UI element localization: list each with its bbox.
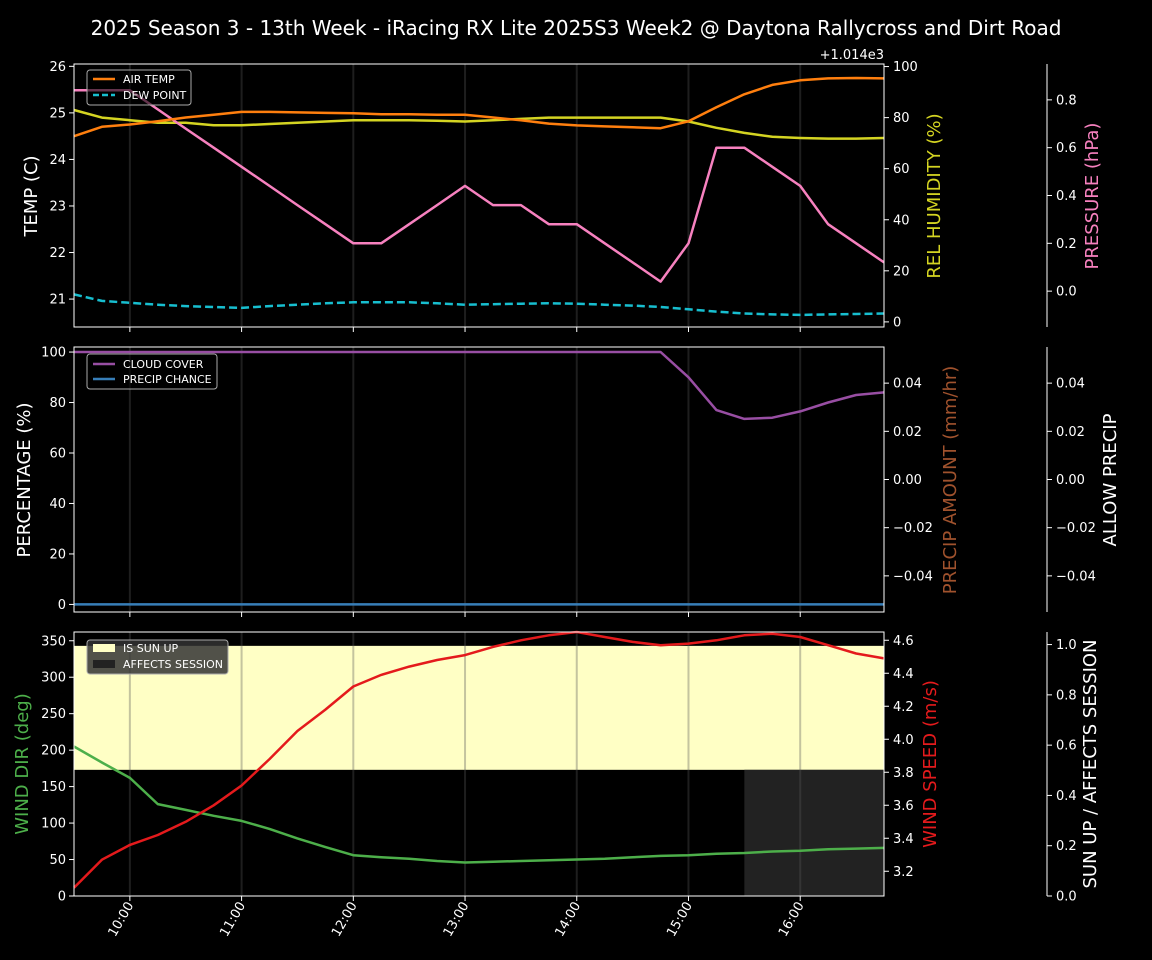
y-tick-label: 40 bbox=[49, 497, 66, 512]
y3-tick-label: 0.0 bbox=[1056, 285, 1077, 300]
y3-tick-label: 0.04 bbox=[1056, 377, 1085, 392]
y-tick-label: 26 bbox=[49, 60, 66, 75]
y3-tick-label: 0.0 bbox=[1056, 890, 1077, 905]
y3-tick-label: 0.00 bbox=[1056, 473, 1085, 488]
wind-legend: IS SUN UP AFFECTS SESSION bbox=[86, 639, 229, 675]
wind-panel-frame bbox=[73, 631, 885, 897]
y2-tick-label: −0.02 bbox=[893, 521, 933, 536]
legend-box bbox=[86, 353, 218, 390]
temperature-legend: AIR TEMP DEW POINT bbox=[86, 69, 192, 106]
y3-tick-label: −0.04 bbox=[1056, 569, 1096, 584]
cloud-cover-line bbox=[74, 350, 885, 421]
y-tick-label: 60 bbox=[49, 447, 66, 462]
temperature-panel-frame bbox=[73, 63, 885, 328]
precipitation-panel: 0 20 40 60 80 100 −0.04 −0.02 0.00 0.02 0.04 −0.04 −… bbox=[14, 346, 1121, 617]
y2-tick-label: 100 bbox=[893, 60, 918, 75]
chart-title: 2025 Season 3 - 13th Week - iRacing RX L… bbox=[91, 16, 1062, 40]
y-tick-label: 21 bbox=[49, 293, 66, 308]
pressure-axis-label: PRESSURE (hPa) bbox=[1082, 123, 1103, 270]
affects-session-legend-swatch bbox=[93, 660, 115, 668]
y-tick-label: 80 bbox=[49, 396, 66, 411]
y3-tick-label: 0.8 bbox=[1056, 93, 1077, 108]
y3-tick-label: 0.2 bbox=[1056, 237, 1077, 252]
wind-speed-axis-label: WIND SPEED (m/s) bbox=[920, 680, 941, 848]
wind-panel: 0 50 100 150 200 250 300 350 3.2 3.4 3.6 3.8 4.0 4.2 4… bbox=[12, 630, 1101, 905]
pressure-line bbox=[74, 89, 885, 283]
wind-dir-line bbox=[73, 745, 885, 864]
y2-tick-label: 80 bbox=[893, 111, 910, 126]
sun-up-legend-label: IS SUN UP bbox=[123, 642, 179, 655]
y-tick-label: 23 bbox=[49, 199, 66, 214]
y-tick-label: 100 bbox=[41, 346, 66, 361]
sun-up-legend-swatch bbox=[93, 644, 115, 652]
y2-tick-label: −0.04 bbox=[893, 569, 933, 584]
y3-tick-label: −0.02 bbox=[1056, 521, 1096, 536]
y2-tick-label: 0.04 bbox=[893, 377, 922, 392]
sun-up-axis-label: SUN UP / AFFECTS SESSION bbox=[1080, 639, 1101, 888]
temperature-panel: 2122232425260204060801000.00.20.40.60.8 … bbox=[21, 48, 1103, 332]
y2-tick-label: 60 bbox=[893, 162, 910, 177]
y-tick-label: 300 bbox=[41, 671, 66, 686]
precip-amount-axis-label: PRECIP AMOUNT (mm/hr) bbox=[940, 366, 961, 595]
y3-tick-label: 1.0 bbox=[1056, 638, 1077, 653]
precipitation-legend: CLOUD COVER PRECIP CHANCE bbox=[86, 353, 218, 390]
y2-tick-label: 3.6 bbox=[893, 799, 914, 814]
y-tick-label: 150 bbox=[41, 780, 66, 795]
y-tick-label: 350 bbox=[41, 634, 66, 649]
y2-tick-label: 4.0 bbox=[893, 733, 914, 748]
y2-tick-label: 3.8 bbox=[893, 766, 914, 781]
y-tick-label: 20 bbox=[49, 547, 66, 562]
y-tick-label: 200 bbox=[41, 744, 66, 759]
y-tick-label: 250 bbox=[41, 707, 66, 722]
y2-tick-label: 3.2 bbox=[893, 865, 914, 880]
wind-dir-axis-label: WIND DIR (deg) bbox=[12, 693, 33, 835]
y2-tick-label: 4.6 bbox=[893, 634, 914, 649]
temperature-axis-label: TEMP (C) bbox=[21, 155, 42, 237]
y2-tick-label: 0.02 bbox=[893, 425, 922, 440]
y2-tick-label: 0 bbox=[893, 315, 901, 330]
y3-tick-label: 0.4 bbox=[1056, 189, 1077, 204]
y-tick-label: 50 bbox=[49, 853, 66, 868]
affects-session-band bbox=[744, 769, 884, 896]
y2-tick-label: 4.2 bbox=[893, 700, 914, 715]
y2-tick-label: 40 bbox=[893, 213, 910, 228]
humidity-line bbox=[73, 108, 885, 140]
y2-tick-label: 4.4 bbox=[893, 667, 914, 682]
precip-chance-legend-label: PRECIP CHANCE bbox=[123, 373, 212, 386]
y-tick-label: 22 bbox=[49, 246, 66, 261]
y-tick-label: 0 bbox=[58, 890, 66, 905]
y-tick-label: 25 bbox=[49, 106, 66, 121]
y-tick-label: 100 bbox=[41, 817, 66, 832]
humidity-axis-label: REL HUMIDITY (%) bbox=[924, 113, 945, 278]
air-temp-line bbox=[73, 76, 885, 138]
wind-speed-line bbox=[73, 630, 885, 889]
y3-tick-label: 0.2 bbox=[1056, 839, 1077, 854]
cloud-cover-legend-label: CLOUD COVER bbox=[123, 358, 204, 371]
y-tick-label: 0 bbox=[58, 598, 66, 613]
y3-tick-label: 0.8 bbox=[1056, 688, 1077, 703]
legend-box bbox=[86, 639, 229, 675]
y2-tick-label: 20 bbox=[893, 264, 910, 279]
affects-session-legend-label: AFFECTS SESSION bbox=[123, 658, 223, 671]
percentage-axis-label: PERCENTAGE (%) bbox=[14, 402, 35, 557]
allow-precip-axis-label: ALLOW PRECIP bbox=[1100, 413, 1121, 546]
y2-tick-label: 0.00 bbox=[893, 473, 922, 488]
y3-tick-label: 0.6 bbox=[1056, 739, 1077, 754]
axis-offset-label: +1.014e3 bbox=[820, 48, 884, 63]
y2-tick-label: 3.4 bbox=[893, 832, 914, 847]
y-tick-label: 24 bbox=[49, 153, 66, 168]
y3-tick-label: 0.02 bbox=[1056, 425, 1085, 440]
dew-point-line bbox=[73, 293, 885, 317]
y3-tick-label: 0.4 bbox=[1056, 789, 1077, 804]
y3-tick-label: 0.6 bbox=[1056, 141, 1077, 156]
dew-point-legend-label: DEW POINT bbox=[123, 89, 187, 102]
air-temp-legend-label: AIR TEMP bbox=[123, 73, 175, 86]
